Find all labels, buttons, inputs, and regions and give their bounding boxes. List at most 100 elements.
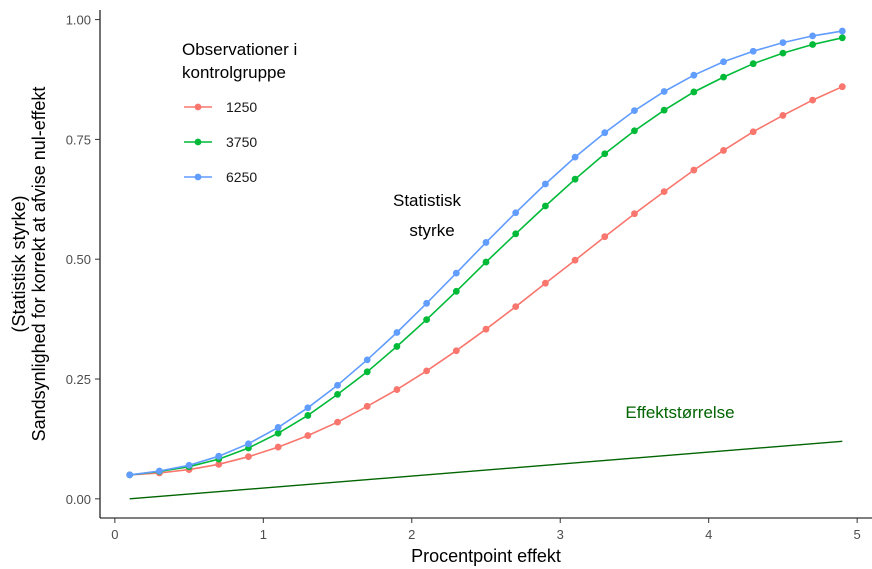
data-point: [720, 147, 727, 154]
annotation-line-2: styrke: [409, 221, 454, 240]
data-point: [779, 112, 787, 119]
data-point: [690, 166, 698, 174]
y-axis-title: (Statistisk styrke) Sandsynlighed for ko…: [9, 87, 49, 442]
data-point: [423, 367, 431, 375]
data-point: [452, 287, 460, 295]
legend-item-6250: 6250: [184, 169, 257, 185]
x-axis-title: Procentpoint effekt: [411, 546, 561, 566]
legend-key-point: [194, 138, 202, 146]
effect-size-reference: [129, 440, 843, 500]
legend-item-1250: 1250: [184, 99, 257, 115]
data-point: [749, 47, 757, 55]
data-point: [423, 316, 431, 323]
y-tick-label: 1.00: [66, 13, 91, 28]
power-series: [126, 27, 846, 479]
data-point: [660, 188, 668, 196]
data-point: [720, 58, 727, 66]
data-point: [601, 233, 609, 241]
data-point: [541, 180, 549, 188]
legend-title-line-2: kontrolgruppe: [182, 63, 286, 82]
data-point: [809, 41, 817, 48]
y-tick-label: 0.75: [66, 132, 91, 147]
legend: Observationer i kontrolgruppe 1250 3750 62…: [182, 40, 297, 185]
y-tick-label: 0.00: [66, 492, 91, 507]
data-point: [274, 424, 282, 431]
data-point: [482, 325, 490, 333]
legend-item-3750: 3750: [184, 134, 257, 150]
data-point: [155, 467, 163, 475]
data-point: [482, 239, 490, 246]
data-point: [838, 83, 846, 91]
data-point: [660, 88, 668, 95]
legend-title-line-1: Observationer i: [182, 40, 297, 59]
y-tick-label: 0.50: [66, 252, 91, 267]
series-6250: [126, 27, 846, 479]
data-point: [334, 381, 341, 389]
data-point: [690, 88, 698, 96]
data-point: [631, 107, 638, 115]
data-point: [334, 418, 341, 426]
data-point: [393, 343, 401, 350]
data-point: [779, 39, 787, 46]
data-point: [452, 269, 460, 277]
data-point: [393, 329, 401, 336]
data-point: [571, 153, 579, 161]
data-point: [601, 129, 609, 137]
legend-label: 3750: [226, 134, 257, 150]
legend-label: 1250: [226, 99, 257, 115]
series-1250: [126, 83, 846, 479]
data-point: [215, 452, 223, 460]
effect-size-line: [129, 440, 843, 500]
data-point: [749, 128, 757, 136]
data-point: [631, 127, 638, 135]
data-point: [126, 471, 134, 479]
legend-key-point: [194, 173, 202, 181]
data-point: [185, 461, 193, 469]
data-point: [304, 404, 312, 412]
data-point: [512, 209, 520, 217]
data-point: [838, 34, 846, 42]
y-axis-ticks: 0.00 0.25 0.50 0.75 1.00: [66, 13, 100, 507]
data-point: [274, 443, 282, 451]
data-point: [245, 440, 252, 448]
y-axis-title-line-2: Sandsynlighed for korrekt at afvise nul-…: [29, 87, 49, 442]
data-point: [660, 106, 668, 114]
data-point: [452, 347, 460, 355]
effect-size-label: Effektstørrelse: [625, 403, 734, 422]
data-point: [363, 356, 371, 364]
x-tick-label: 3: [557, 527, 564, 542]
data-point: [809, 96, 817, 104]
data-point: [541, 279, 549, 287]
data-point: [571, 175, 579, 183]
y-axis-title-line-1: (Statistisk styrke): [9, 195, 29, 332]
data-point: [363, 402, 371, 410]
data-point: [838, 27, 846, 35]
data-point: [720, 73, 727, 81]
data-point: [601, 150, 609, 158]
annotation-line-1: Statistisk: [393, 191, 462, 210]
data-point: [571, 256, 579, 264]
legend-label: 6250: [226, 169, 257, 185]
legend-items: 1250 3750 6250: [184, 99, 257, 185]
data-point: [363, 368, 371, 376]
data-point: [423, 299, 431, 307]
x-tick-label: 1: [260, 527, 267, 542]
x-axis-ticks: 0 1 2 3 4 5: [111, 518, 861, 542]
data-point: [779, 49, 787, 57]
x-tick-label: 4: [705, 527, 712, 542]
x-tick-label: 2: [408, 527, 415, 542]
data-point: [631, 210, 638, 218]
series-line: [129, 30, 843, 476]
legend-key-point: [194, 103, 202, 111]
data-point: [482, 258, 490, 266]
x-tick-label: 0: [111, 527, 118, 542]
x-tick-label: 5: [854, 527, 861, 542]
data-point: [304, 432, 312, 439]
data-point: [690, 71, 698, 79]
data-point: [393, 386, 401, 393]
annotation-statistisk-styrke: Statistisk styrke: [393, 191, 462, 240]
data-point: [541, 202, 549, 210]
plot-panel: 0 1 2 3 4 5 0.00 0.25 0.50 0.75 1.00: [66, 10, 872, 542]
data-point: [304, 412, 312, 419]
